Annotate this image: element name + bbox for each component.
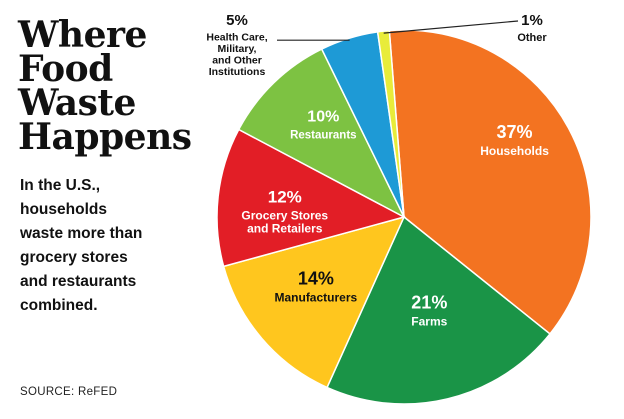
pie-slice-restaurants [237, 48, 406, 219]
slice-label: 37% Households [480, 122, 549, 158]
subtitle-line: combined. [20, 297, 98, 314]
pie-slice-households [388, 29, 592, 335]
slice-label: 14% Manufacturers [274, 268, 357, 304]
slice-name: Grocery Stores [241, 208, 328, 222]
slice-name: Institutions [209, 66, 266, 78]
slice-name: Manufacturers [274, 290, 357, 304]
slice-name: and Other [212, 55, 262, 67]
slice-percent: 12% [268, 187, 302, 206]
title-line: Food [18, 48, 113, 90]
title-line: Where [18, 14, 147, 56]
slice-label: 21% Farms [411, 292, 447, 328]
slice-name: Households [480, 144, 549, 158]
slice-name: Military, [218, 43, 257, 55]
slice-name: Other [517, 32, 547, 44]
title-line: Waste [18, 82, 136, 124]
slice-percent: 14% [298, 268, 334, 288]
pie-slice-manufacturers [222, 215, 406, 389]
subtitle-line: In the U.S., [20, 177, 101, 194]
slice-name: Farms [411, 314, 447, 328]
pie-slice-farms [326, 215, 551, 405]
chart-subtitle: In the U.S., households waste more than … [20, 174, 210, 318]
pie-slice-grocery-stores-and-retailers [216, 128, 407, 268]
slice-label: 10% Restaurants [290, 109, 356, 142]
slice-percent: 21% [411, 292, 447, 312]
chart-title: Where Food Waste Happens [18, 14, 218, 158]
slice-percent: 37% [497, 122, 533, 142]
pie-slice-other [376, 29, 405, 218]
slice-name: Health Care, [206, 32, 267, 44]
subtitle-line: grocery stores [20, 249, 128, 266]
subtitle-line: and restaurants [20, 273, 137, 290]
leader-line [383, 20, 519, 34]
slice-percent: 5% [226, 12, 248, 29]
subtitle-line: waste more than [20, 225, 143, 242]
source-note: SOURCE: ReFED [20, 386, 118, 398]
slice-name: and Retailers [247, 221, 323, 235]
slice-name: Restaurants [290, 130, 356, 142]
title-line: Happens [18, 116, 192, 158]
slice-label: 5% Health Care,Military,and OtherInstitut… [206, 12, 267, 78]
slice-percent: 1% [521, 12, 543, 29]
slice-label: 1% Other [517, 12, 547, 44]
subtitle-line: households [20, 201, 107, 218]
slice-percent: 10% [307, 109, 339, 126]
